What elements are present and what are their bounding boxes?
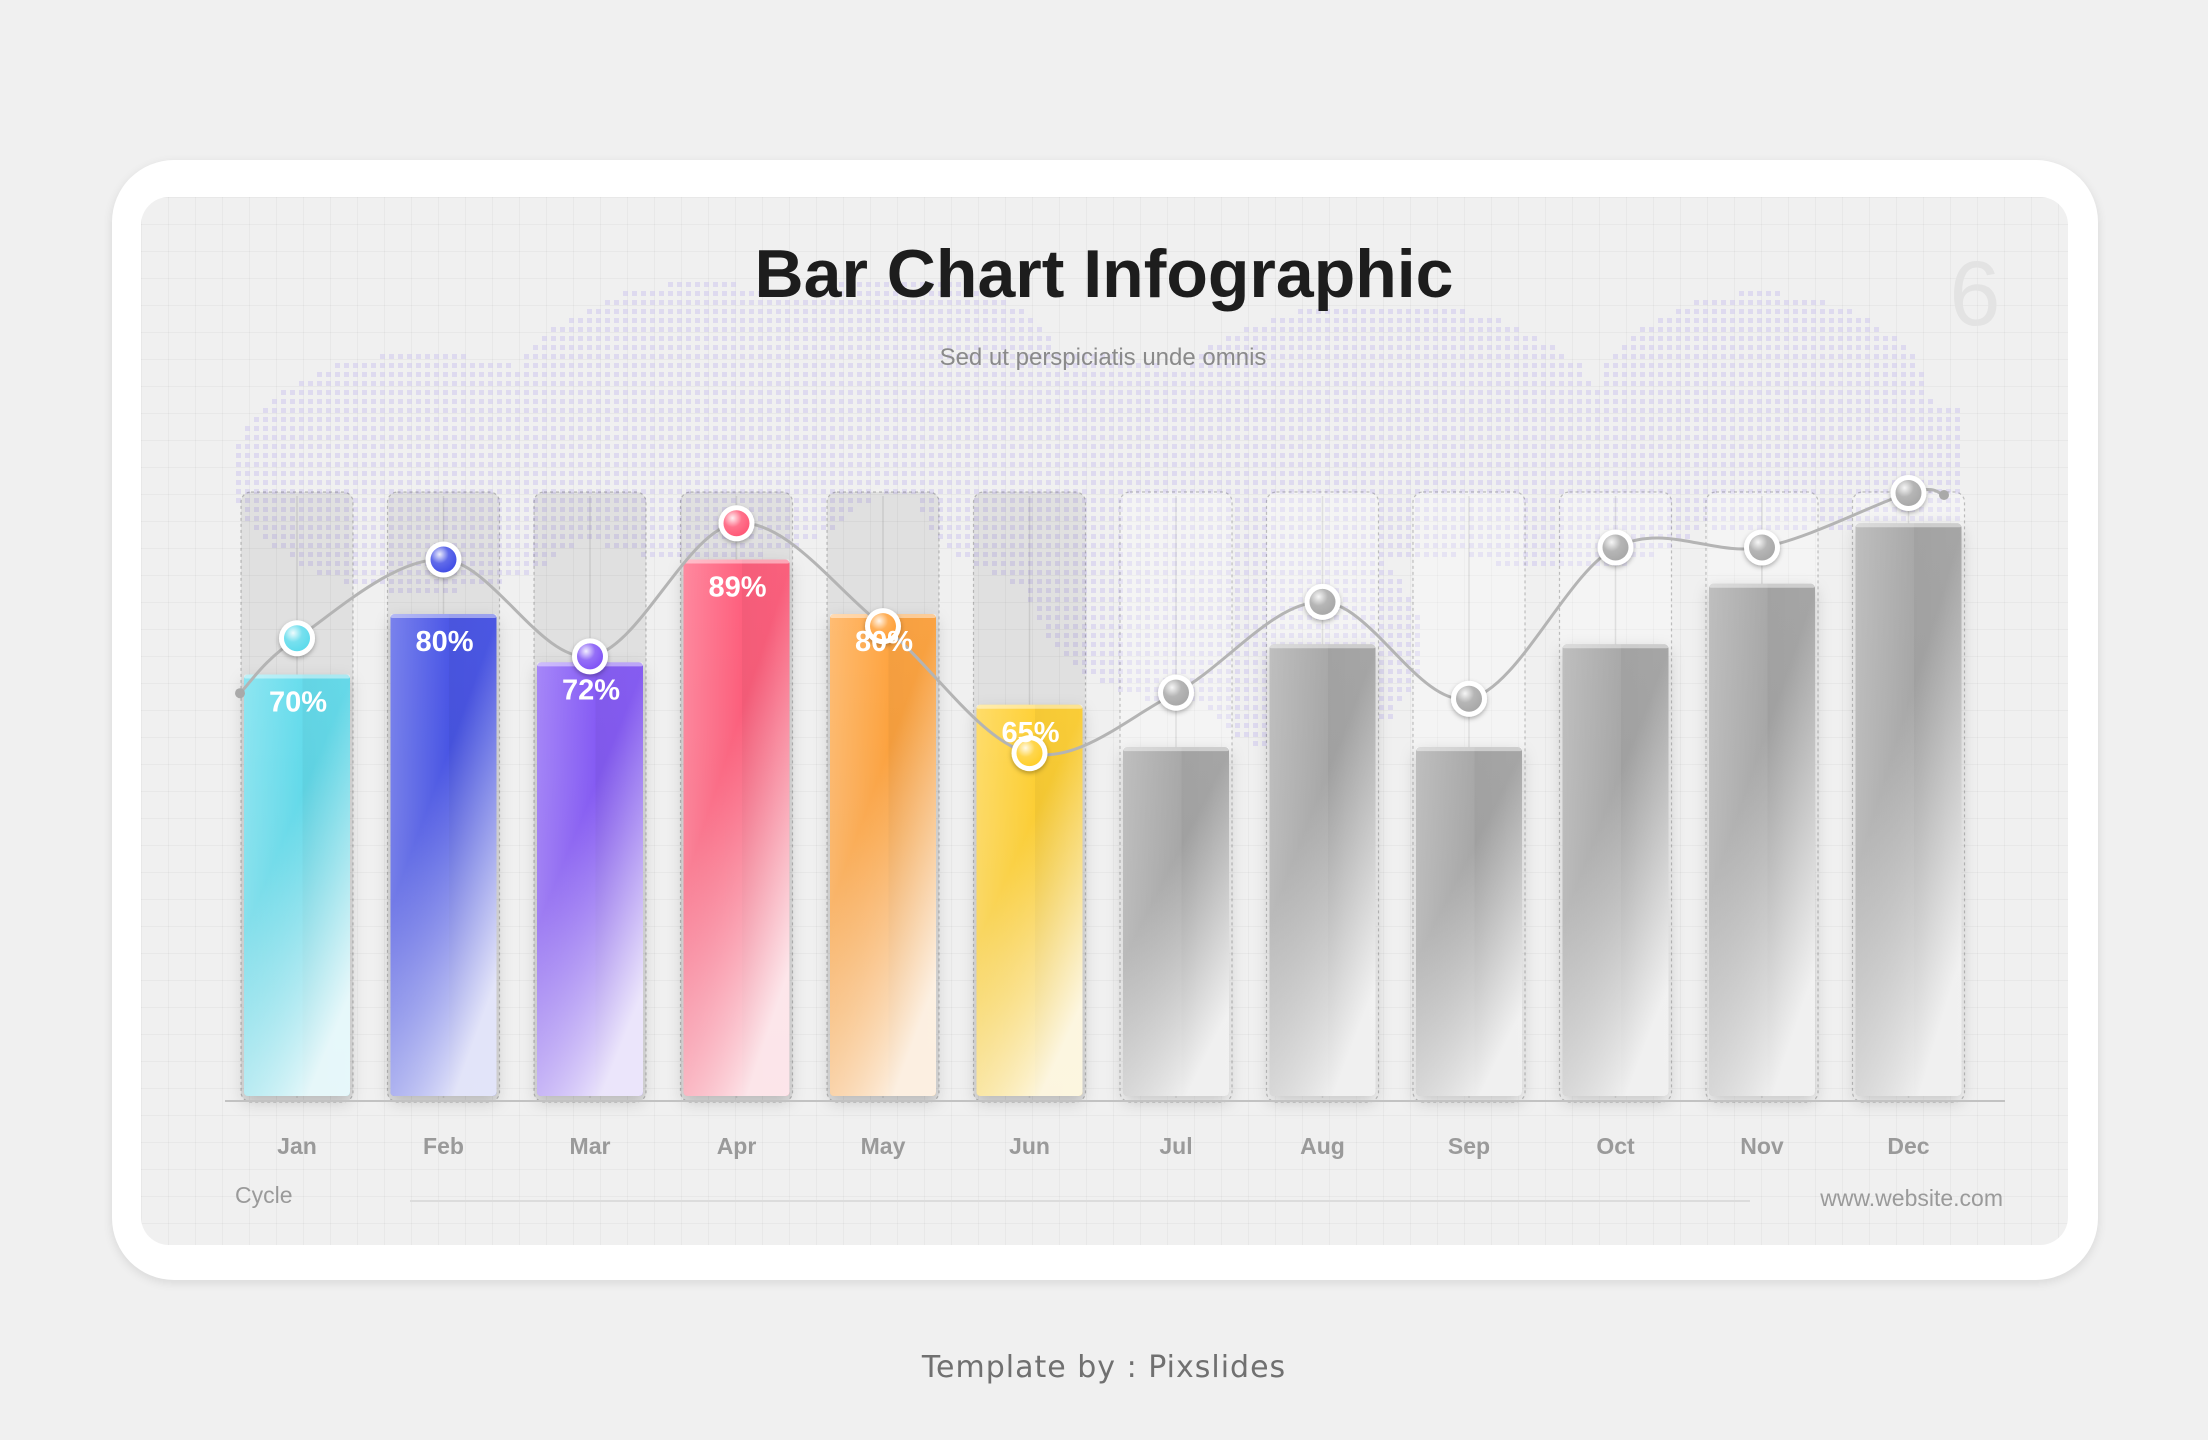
x-tick-apr: Apr: [717, 1133, 757, 1159]
x-tick-may: May: [861, 1133, 906, 1159]
x-axis-label: Cycle: [235, 1182, 293, 1208]
trend-dot-shine: [1749, 534, 1775, 561]
trend-dot-shine: [577, 643, 603, 670]
bar-fade: [390, 614, 497, 1096]
chart-title: Bar Chart Infographic: [755, 236, 1454, 312]
x-tick-aug: Aug: [1300, 1133, 1345, 1159]
x-tick-oct: Oct: [1596, 1133, 1635, 1159]
bar-fade: [537, 662, 643, 1096]
x-tick-nov: Nov: [1740, 1133, 1784, 1159]
bar-top-edge: [1855, 523, 1962, 528]
trend-dot-shine: [723, 510, 750, 537]
x-tick-jan: Jan: [277, 1133, 317, 1159]
trend-dot-shine: [1456, 685, 1482, 712]
bar-fade: [1855, 523, 1962, 1096]
trend-end-dot: [1939, 490, 1949, 500]
world-map-dots: [236, 282, 1960, 746]
value-label-apr: 89%: [708, 572, 766, 604]
trend-dot-shine: [1602, 534, 1629, 561]
trend-dot-shine: [1016, 740, 1043, 767]
bar-top-edge: [1709, 583, 1815, 588]
x-tick-sep: Sep: [1448, 1133, 1490, 1159]
trend-dots: [235, 475, 1949, 772]
trend-dot-shine: [1309, 588, 1336, 615]
bar-fade: [830, 614, 936, 1096]
map-dot-pattern: [236, 282, 1960, 746]
bar-fade: [1123, 747, 1229, 1096]
value-label-feb: 80%: [415, 626, 473, 658]
bar-fade: [976, 704, 1083, 1096]
bar-top-edge: [390, 614, 497, 618]
x-tick-dec: Dec: [1887, 1133, 1929, 1159]
bar-top-edge: [1269, 644, 1376, 649]
bar-top-edge: [244, 674, 350, 679]
bar-top-edge: [976, 704, 1083, 709]
value-label-jan: 70%: [269, 687, 327, 719]
trend-dot-shine: [430, 546, 457, 573]
bar-top-edge: [1562, 644, 1669, 649]
bar-top-edge: [683, 559, 790, 564]
x-tick-labels: Jan Feb Mar Apr May Jun Jul Aug Sep Oct Nov Dec: [277, 1133, 1930, 1159]
page-number: 6: [1949, 243, 2000, 345]
x-tick-mar: Mar: [570, 1133, 611, 1159]
bar-fade: [1269, 644, 1376, 1096]
bar-fade: [1562, 644, 1669, 1096]
trend-dot-shine: [1895, 480, 1922, 506]
x-tick-jul: Jul: [1159, 1133, 1192, 1159]
x-tick-feb: Feb: [423, 1133, 464, 1159]
bar-fade: [1416, 747, 1522, 1096]
x-tick-jun: Jun: [1009, 1133, 1050, 1159]
template-credit: Template by : Pixslides: [921, 1350, 1287, 1385]
trend-dot-shine: [284, 625, 310, 652]
trend-start-dot: [235, 688, 245, 699]
bar-fade: [244, 674, 350, 1096]
bar-top-edge: [1416, 747, 1522, 752]
trend-line: [238, 488, 1945, 757]
value-label-may: 80%: [855, 626, 913, 658]
website-link[interactable]: www.website.com: [1819, 1185, 2003, 1211]
bar-top-edge: [1123, 747, 1229, 752]
bars: [244, 523, 1962, 1096]
value-labels: 70% 80% 72% 89% 80% 65%: [269, 572, 1060, 749]
trend-dot-shine: [870, 613, 896, 640]
value-label-jun: 65%: [1001, 717, 1059, 749]
trend-dot-shine: [1163, 679, 1189, 706]
value-label-mar: 72%: [562, 674, 620, 706]
chart-subtitle: Sed ut perspiciatis unde omnis: [940, 344, 1267, 371]
bar-fade: [1709, 583, 1815, 1096]
bar-fade: [683, 559, 790, 1096]
